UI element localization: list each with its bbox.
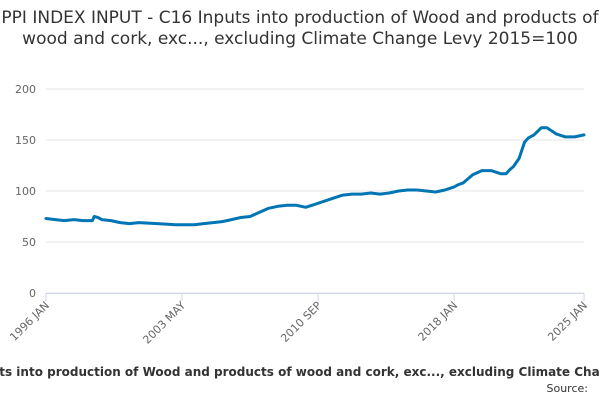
x-tick-label: 2010 SEP: [278, 299, 324, 345]
x-axis-tick-labels: 1996 JAN 2003 MAY 2010 SEP 2018 JAN 2025 JAN: [7, 299, 590, 347]
y-tick-label: 150: [15, 134, 36, 147]
y-tick-label: 50: [22, 236, 36, 249]
x-axis: [45, 293, 585, 301]
y-axis-tick-labels: 0 50 100 150 200: [15, 83, 36, 300]
x-tick-label: 1996 JAN: [7, 299, 52, 344]
x-tick-label: 2025 JAN: [545, 299, 590, 344]
chart-caption: C16 Inputs into production of Wood and p…: [0, 365, 600, 381]
x-tick-label: 2018 JAN: [416, 299, 461, 344]
y-tick-label: 200: [15, 83, 36, 96]
chart-caption-text: C16 Inputs into production of Wood and p…: [0, 365, 600, 379]
source-label: Source:: [546, 382, 589, 395]
y-tick-label: 100: [15, 185, 36, 198]
gridlines: [46, 88, 584, 294]
y-tick-label: 0: [29, 287, 36, 300]
series-lines: [44, 126, 586, 227]
chart-title: PPI INDEX INPUT - C16 Inputs into produc…: [1, 8, 599, 49]
x-tick-label: 2003 MAY: [140, 299, 188, 347]
series-line: [44, 126, 586, 227]
